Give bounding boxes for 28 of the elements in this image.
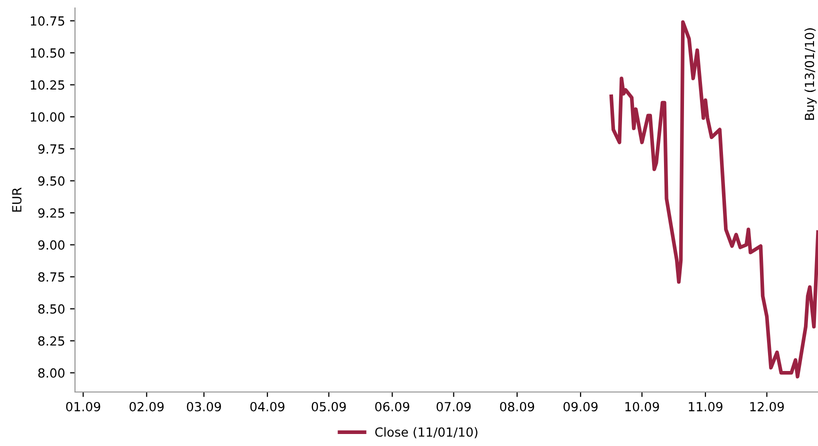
y-tick-label: 10.25 xyxy=(30,80,64,90)
legend-label: Close (11/01/10) xyxy=(375,427,478,438)
x-tick-label: 11.09 xyxy=(688,402,722,412)
y-tick-label: 8.25 xyxy=(38,336,64,346)
x-tick-label: 02.09 xyxy=(130,402,164,412)
x-tick-label: 08.09 xyxy=(500,402,534,412)
x-tick-label: 06.09 xyxy=(375,402,410,412)
x-tick-label: 03.09 xyxy=(186,402,221,412)
y-tick-label: 8.75 xyxy=(38,272,64,282)
y-tick-label: 9.50 xyxy=(38,176,64,186)
y-tick-label: 9.00 xyxy=(38,240,64,250)
x-tick-label: 01.09 xyxy=(66,402,100,412)
annotation: Buy (13/01/10) xyxy=(804,28,817,120)
x-tick-label: 10.09 xyxy=(625,402,659,412)
x-tick-label: 09.09 xyxy=(564,402,598,412)
y-tick-label: 9.25 xyxy=(38,208,64,218)
y-tick-label: 10.50 xyxy=(30,48,64,58)
y-tick-label: 9.75 xyxy=(38,144,64,154)
y-tick-label: 8.00 xyxy=(38,368,64,378)
line-series xyxy=(609,20,818,378)
x-tick-label: 12.09 xyxy=(750,402,784,412)
x-tick-label: 05.09 xyxy=(312,402,346,412)
y-tick-label: 10.75 xyxy=(30,16,64,26)
y-tick-label: 8.50 xyxy=(38,304,64,314)
x-tick-label: 07.09 xyxy=(436,402,471,412)
y-axis-title: EUR xyxy=(12,187,22,212)
y-tick-label: 10.00 xyxy=(30,112,64,122)
x-tick-label: 04.09 xyxy=(250,402,284,412)
